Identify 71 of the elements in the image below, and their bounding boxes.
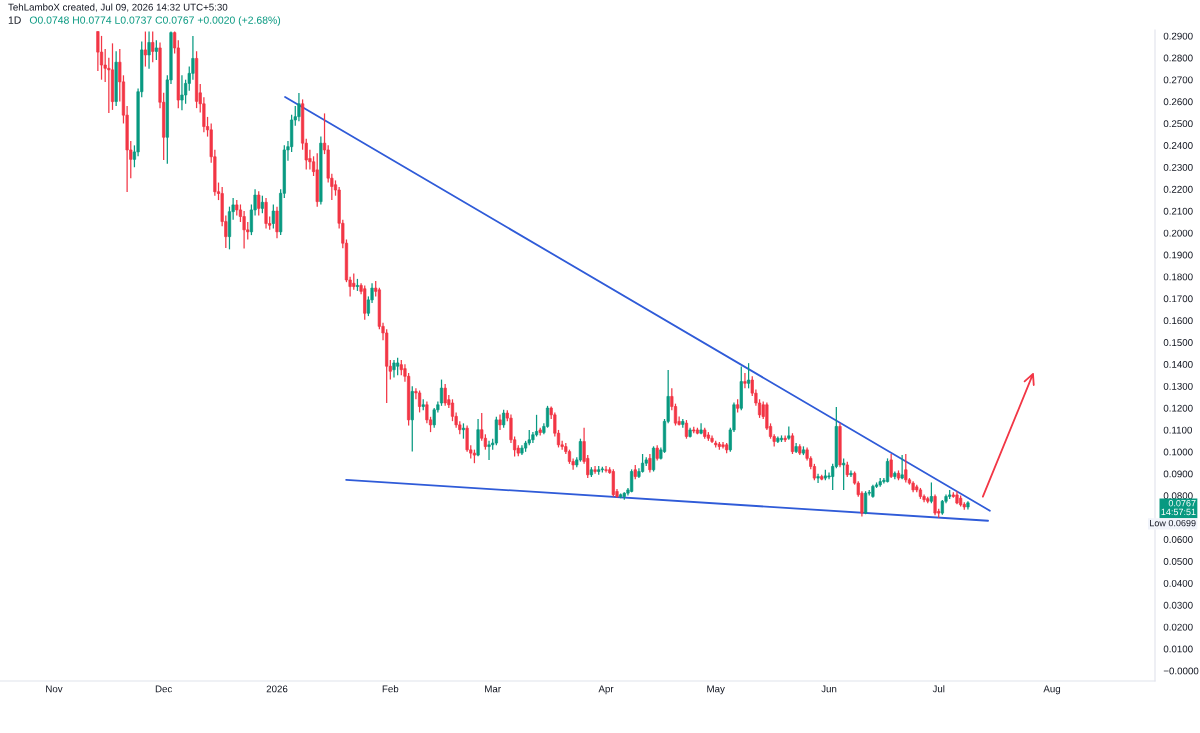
- x-tick-label: May: [707, 685, 725, 695]
- candlestick: [889, 453, 893, 479]
- candlestick: [264, 197, 268, 230]
- candlestick: [443, 383, 447, 407]
- candlestick: [275, 206, 279, 239]
- x-tick-label: Feb: [382, 685, 399, 693]
- candlestick: [933, 493, 937, 516]
- y-tick-label: 0.1700: [1163, 295, 1193, 303]
- candlestick: [593, 465, 597, 475]
- y-tick-label: 0.2200: [1163, 185, 1193, 193]
- candlestick: [900, 454, 904, 480]
- y-tick-label: 0.1300: [1163, 382, 1193, 390]
- y-tick-label: 0.1000: [1163, 448, 1193, 456]
- x-tick-label: 2026: [266, 685, 288, 693]
- y-tick-label: 0.1200: [1163, 404, 1193, 412]
- candlestick: [151, 30, 155, 63]
- y-tick-label: 0.2700: [1163, 76, 1193, 84]
- y-tick-label: 0.0400: [1163, 579, 1193, 587]
- text: 1D: [8, 16, 21, 24]
- candlestick: [99, 35, 104, 81]
- y-tick-label: 0.2500: [1163, 120, 1193, 128]
- y-tick-label: 0.2300: [1163, 163, 1193, 171]
- candlestick: [885, 457, 890, 484]
- x-tick-label: Nov: [46, 685, 63, 693]
- y-tick-label: 0.1900: [1163, 251, 1193, 259]
- candlestick: [747, 362, 751, 389]
- candlestick: [143, 30, 147, 68]
- candlestick: [743, 372, 747, 389]
- candlestick: [648, 453, 652, 474]
- y-tick-label: 0.0800: [1163, 492, 1193, 500]
- y-tick-label: 0.2000: [1163, 229, 1193, 237]
- y-tick-label: 0.2400: [1163, 142, 1193, 149]
- text: TehLamboX created, Jul 09, 2026 14:32 UTC+5:30: [8, 3, 228, 12]
- candlestick: [154, 39, 158, 61]
- x-tick-label: Mar: [485, 685, 501, 693]
- y-tick-label: 0.0600: [1163, 536, 1193, 543]
- x-tick-label: Dec: [155, 685, 173, 693]
- candlestick: [147, 30, 151, 70]
- y-tick-label: 0.2600: [1163, 98, 1193, 106]
- x-tick-label: Jun: [821, 685, 837, 693]
- y-tick-label: 0.1100: [1163, 426, 1192, 434]
- candlestick: [816, 473, 820, 484]
- x-tick-label: Aug: [1043, 685, 1061, 695]
- candlestick: [180, 74, 184, 111]
- candlestick: [578, 438, 583, 463]
- candlestick: [297, 92, 301, 122]
- candlestick: [904, 453, 908, 484]
- y-tick-label: 0.0200: [1163, 623, 1193, 631]
- x-tick-label: Jul: [932, 685, 945, 693]
- candlestick: [604, 465, 608, 474]
- candlestick: [487, 440, 491, 461]
- x-tick-label: Apr: [598, 685, 614, 695]
- y-tick-label: 0.1500: [1163, 339, 1193, 346]
- y-tick-label: 0.2800: [1163, 54, 1193, 62]
- y-tick-label: 0.1400: [1163, 360, 1193, 368]
- y-tick-label: 0.0900: [1163, 470, 1193, 478]
- y-tick-label: −0.0000: [1163, 667, 1199, 675]
- y-tick-label: 0.0300: [1163, 601, 1193, 609]
- y-tick-label: 0.2100: [1163, 207, 1193, 215]
- candlestick: [849, 469, 853, 478]
- annotation: Low 0.0699: [1150, 519, 1196, 527]
- y-tick-label: 0.0100: [1163, 645, 1193, 653]
- line-series: [981, 372, 1035, 498]
- y-tick-label: 0.1600: [1163, 317, 1193, 325]
- y-tick-label: 0.2900: [1163, 32, 1193, 40]
- y-tick-label: 0.1800: [1163, 273, 1193, 281]
- text: O0.0748 H0.0774 L0.0737 C0.0767 +0.0020 (+2.68%): [29, 16, 281, 26]
- candlestick: [721, 441, 725, 450]
- text: 0.0767 14:57:51: [1161, 500, 1196, 516]
- candlestick: [494, 416, 498, 446]
- y-tick-label: 0.0500: [1163, 558, 1193, 565]
